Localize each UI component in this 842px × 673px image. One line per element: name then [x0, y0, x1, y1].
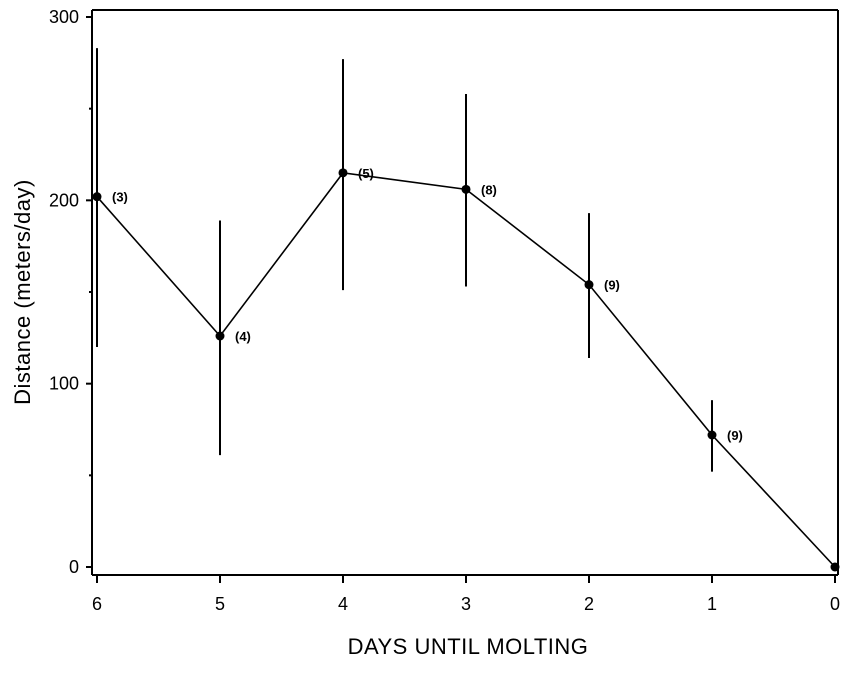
x-tick-label: 3 — [461, 594, 471, 614]
x-tick-label: 0 — [830, 594, 840, 614]
sample-size-labels: (3) (4) (5) (8) (9) (9) — [112, 166, 743, 443]
data-point — [830, 562, 840, 572]
y-tick-label: 300 — [49, 7, 79, 27]
sample-size-label: (4) — [235, 329, 251, 344]
y-tick-label: 200 — [49, 190, 79, 210]
x-tick-label: 4 — [338, 594, 348, 614]
sample-size-label: (8) — [481, 182, 497, 197]
x-tick-label: 1 — [707, 594, 717, 614]
y-ticks: 0 100 200 300 — [49, 7, 92, 577]
x-tick-label: 2 — [584, 594, 594, 614]
x-ticks: 6 5 4 3 2 1 0 — [92, 575, 840, 614]
y-axis-title: Distance (meters/day) — [10, 179, 35, 405]
x-tick-label: 5 — [215, 594, 225, 614]
data-point — [338, 168, 348, 178]
y-tick-label: 0 — [69, 557, 79, 577]
data-point — [215, 331, 225, 341]
data-points — [92, 168, 840, 572]
data-point — [707, 430, 717, 440]
sample-size-label: (5) — [358, 166, 374, 181]
data-point — [461, 184, 471, 194]
x-axis-title: DAYS UNTIL MOLTING — [348, 634, 589, 659]
data-point — [92, 192, 102, 202]
sample-size-label: (3) — [112, 190, 128, 205]
data-point — [584, 280, 594, 290]
error-bars — [96, 48, 713, 472]
sample-size-label: (9) — [727, 428, 743, 443]
sample-size-label: (9) — [604, 278, 620, 293]
y-tick-label: 100 — [49, 374, 79, 394]
x-tick-label: 6 — [92, 594, 102, 614]
